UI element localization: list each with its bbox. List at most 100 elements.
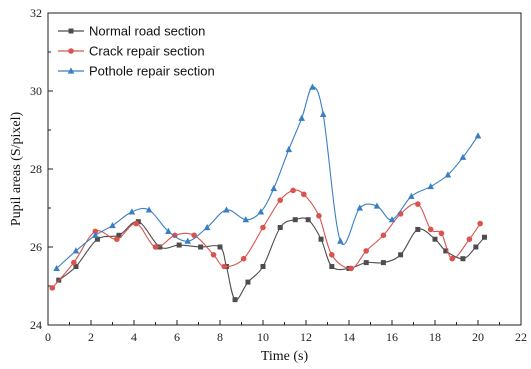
x-tick-label: 0 <box>45 330 51 344</box>
data-point <box>270 184 278 192</box>
y-axis: 24 26 28 30 32 <box>30 6 53 332</box>
data-point <box>277 197 284 203</box>
data-point <box>373 202 381 209</box>
data-point <box>152 244 159 250</box>
series-square <box>56 217 487 303</box>
x-tick-label: 12 <box>300 330 312 344</box>
x-tick-label: 2 <box>88 330 94 344</box>
legend-marker <box>68 48 74 54</box>
data-point <box>242 216 250 223</box>
data-point <box>72 247 80 254</box>
legend-marker <box>67 67 75 74</box>
data-point <box>415 201 421 207</box>
data-point <box>257 208 265 215</box>
data-point <box>240 255 247 262</box>
x-tick-label: 10 <box>257 330 269 344</box>
x-axis-label: Time (s) <box>261 349 309 364</box>
data-point <box>363 248 370 254</box>
data-point <box>133 220 139 227</box>
y-tick-label: 26 <box>30 240 42 254</box>
data-point <box>380 232 387 239</box>
data-point <box>145 206 153 213</box>
data-point <box>348 265 354 272</box>
data-point <box>301 191 307 198</box>
y-axis-label: Pupil areas (S/pixel) <box>9 112 24 227</box>
data-point <box>388 216 396 223</box>
data-point <box>221 263 228 270</box>
legend-label: Pothole repair section <box>89 64 215 79</box>
data-point <box>71 259 77 266</box>
data-point <box>459 153 467 160</box>
data-point <box>210 252 217 258</box>
x-tick-label: 4 <box>131 330 137 344</box>
data-point <box>232 297 238 303</box>
x-axis: 0 2 4 6 8 10 12 14 16 18 20 22 <box>45 320 527 344</box>
data-point <box>176 242 182 248</box>
data-point <box>380 260 386 266</box>
data-point <box>363 260 369 266</box>
data-point <box>260 264 266 269</box>
y-tick-label: 24 <box>30 318 42 332</box>
data-point <box>460 256 466 262</box>
data-point <box>73 264 79 269</box>
data-point <box>474 132 482 139</box>
series-line <box>56 86 479 269</box>
data-point <box>305 217 311 223</box>
data-point <box>432 236 438 242</box>
data-point <box>184 237 192 244</box>
data-point <box>466 236 473 242</box>
data-point <box>443 248 449 254</box>
data-point <box>165 227 172 234</box>
data-point <box>316 213 322 219</box>
series-line <box>58 217 485 301</box>
data-point <box>427 182 434 190</box>
data-point <box>203 223 211 231</box>
data-point <box>114 236 120 242</box>
data-point <box>298 114 305 121</box>
data-point <box>290 187 296 194</box>
data-point <box>319 110 327 117</box>
x-tick-label: 8 <box>217 330 223 344</box>
data-point <box>94 236 100 242</box>
legend-label: Normal road section <box>89 24 205 39</box>
data-point <box>415 226 421 232</box>
data-point <box>337 237 344 244</box>
legend-marker <box>68 28 74 34</box>
data-point <box>223 206 230 213</box>
legend: Normal road section Crack repair section P… <box>58 24 215 79</box>
x-tick-label: 18 <box>429 330 441 344</box>
data-point <box>444 171 452 178</box>
x-tick-label: 6 <box>174 330 180 344</box>
data-point <box>438 230 445 237</box>
data-point <box>277 225 283 230</box>
data-point <box>92 231 99 238</box>
x-tick-label: 20 <box>472 330 484 344</box>
data-point <box>135 219 141 225</box>
data-point <box>398 252 404 258</box>
data-point <box>49 285 56 291</box>
x-tick-label: 14 <box>343 330 355 344</box>
data-point <box>329 252 335 258</box>
data-point <box>318 236 324 242</box>
data-point <box>477 220 483 227</box>
data-point <box>473 244 479 250</box>
data-point <box>92 228 99 235</box>
data-point <box>109 221 116 229</box>
data-point <box>329 264 335 269</box>
data-point <box>292 217 298 223</box>
plot-area <box>47 12 522 326</box>
data-point <box>449 255 456 262</box>
x-tick-label: 22 <box>515 330 527 344</box>
data-point <box>408 192 415 199</box>
data-point <box>481 234 487 240</box>
data-point <box>217 244 223 250</box>
series-triangle <box>53 83 482 272</box>
data-point <box>309 83 316 90</box>
data-point <box>53 264 60 272</box>
series-circle <box>49 187 483 291</box>
data-point <box>128 208 136 215</box>
y-tick-label: 28 <box>30 162 42 176</box>
data-point <box>245 279 251 285</box>
series-layer <box>49 83 487 303</box>
